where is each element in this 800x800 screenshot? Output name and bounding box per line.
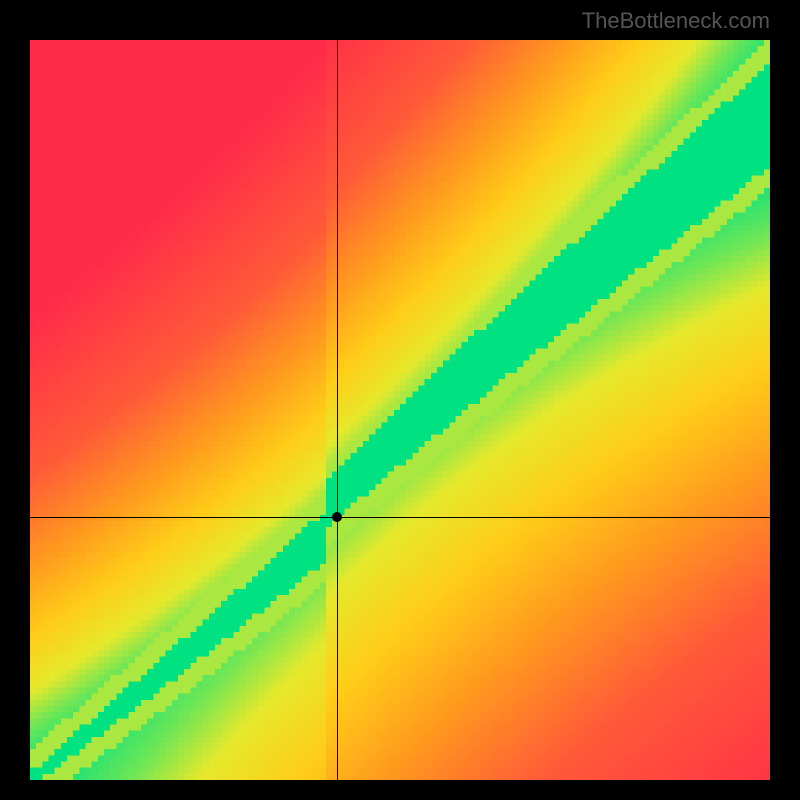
watermark-text: TheBottleneck.com	[582, 8, 770, 34]
bottleneck-heatmap-plot	[30, 40, 770, 780]
heatmap-canvas	[30, 40, 770, 780]
crosshair-vertical	[337, 40, 338, 780]
crosshair-marker-dot	[332, 512, 342, 522]
crosshair-horizontal	[30, 517, 770, 518]
